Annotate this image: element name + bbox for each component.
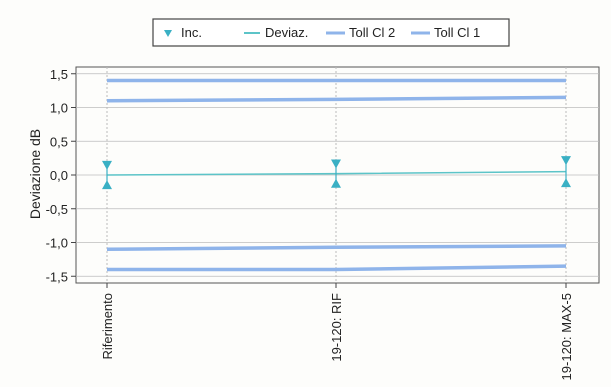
legend: Inc. Deviaz. Toll Cl 2 Toll Cl 1 xyxy=(152,18,510,47)
x-tick-label: 19-120: MAX-5 xyxy=(559,293,574,380)
legend-label-inc: Inc. xyxy=(181,25,202,40)
y-ticks: 1,5 1,0 0,5 0,0 -0,5 -1,0 -1,5 xyxy=(46,67,567,288)
uncertainty-marker-top xyxy=(561,156,571,166)
legend-inc-marker-icon xyxy=(164,30,172,37)
uncertainty-marker-top xyxy=(331,159,341,169)
uncertainty-marker-bottom xyxy=(331,178,341,188)
legend-item-deviaz: Deviaz. xyxy=(244,25,308,40)
legend-item-toll-cl1: Toll Cl 1 xyxy=(411,25,480,40)
legend-label-toll-cl1: Toll Cl 1 xyxy=(434,25,480,40)
y-axis-title: Deviazione dB xyxy=(27,129,43,219)
y-tick-label: -1,0 xyxy=(46,236,68,251)
tolerance-lower-line-3 xyxy=(106,244,567,251)
legend-label-deviaz: Deviaz. xyxy=(265,25,308,40)
uncertainty-marker-top xyxy=(102,160,112,170)
legend-item-inc: Inc. xyxy=(164,25,202,40)
y-tick-label: 1,5 xyxy=(50,67,68,82)
y-tick-label: 0,5 xyxy=(50,134,68,149)
x-tick-label: 19-120: RIF xyxy=(329,293,344,362)
tolerance-lower-line-2 xyxy=(107,264,567,272)
x-tick-labels: Riferimento 19-120: RIF 19-120: MAX-5 xyxy=(100,293,574,380)
y-tick-label: 0,0 xyxy=(50,168,68,183)
plot-area: 1,5 1,0 0,5 0,0 -0,5 -1,0 -1,5 Riferimento 19-1… xyxy=(46,66,600,380)
x-tick-label: Riferimento xyxy=(100,293,115,359)
series-layer xyxy=(102,78,571,272)
tolerance-upper-line-3 xyxy=(106,95,567,103)
y-tick-label: 1,0 xyxy=(50,101,68,116)
uncertainty-marker-bottom xyxy=(102,180,112,190)
uncertainty-marker-bottom xyxy=(561,178,571,188)
y-tick-label: -1,5 xyxy=(46,269,68,284)
y-tick-label: -0,5 xyxy=(46,202,68,217)
legend-item-toll-cl2: Toll Cl 2 xyxy=(326,25,395,40)
legend-label-toll-cl2: Toll Cl 2 xyxy=(349,25,395,40)
